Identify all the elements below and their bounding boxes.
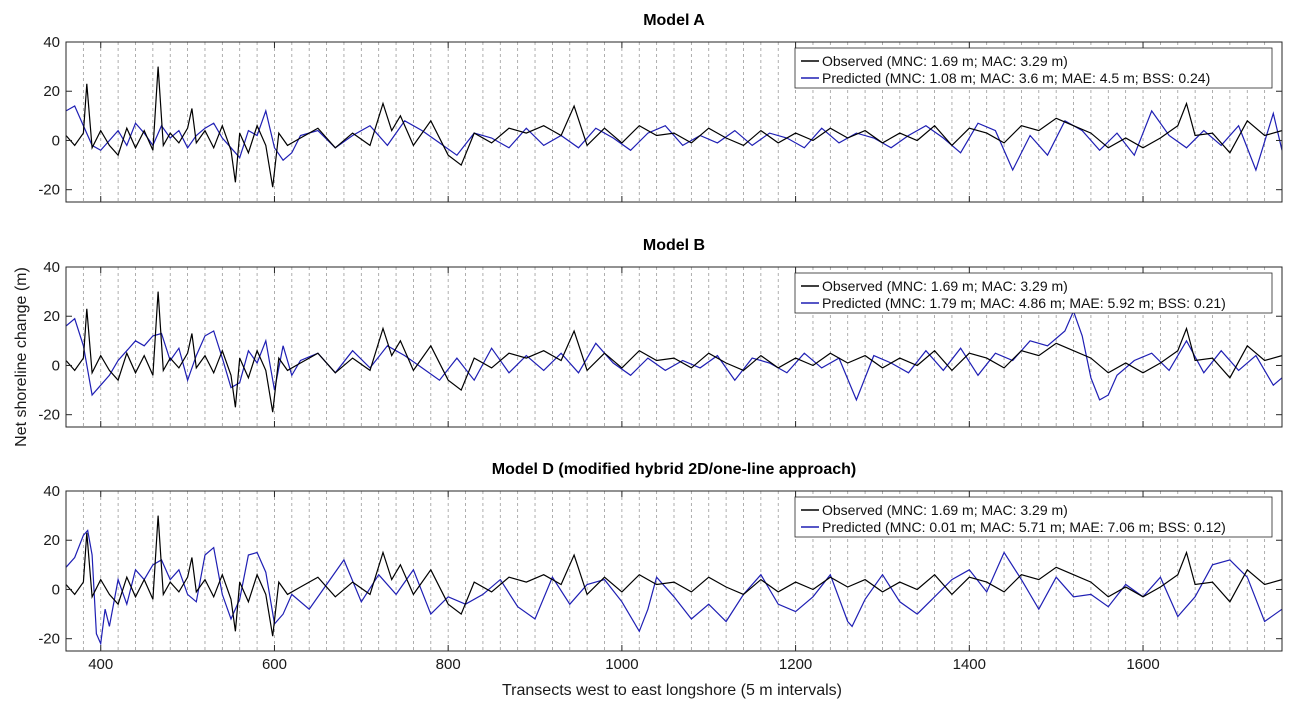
y-tick-label: -20 [38, 631, 60, 648]
x-axis-label: Transects west to east longshore (5 m in… [502, 682, 842, 699]
legend-box [794, 47, 1273, 89]
legend-label: Observed (MNC: 1.69 m; MAC: 3.29 m) [822, 278, 1068, 294]
legend: Observed (MNC: 1.69 m; MAC: 3.29 m)Predi… [794, 47, 1273, 89]
chart-panel-1: Model A -20 0 20 40 Observed (MNC: 1.69 m; MA… [38, 12, 1283, 203]
y-tick-label: 20 [43, 83, 60, 100]
series-line-observed [66, 515, 1282, 637]
legend-label: Observed (MNC: 1.69 m; MAC: 3.29 m) [822, 53, 1068, 69]
axes-frame [65, 490, 1283, 652]
series-line-predicted [66, 529, 1282, 646]
x-tick-label: 1000 [605, 656, 638, 673]
x-tick-label: 400 [88, 656, 113, 673]
x-tick-label: 1200 [779, 656, 812, 673]
chart-title: Model B [643, 237, 705, 254]
y-tick-label: -20 [38, 182, 60, 199]
y-tick-label: 20 [43, 532, 60, 549]
y-axis-label: Net shoreline change (m) [13, 267, 30, 447]
chart-title: Model D (modified hybrid 2D/one-line app… [492, 461, 856, 478]
y-tick-label: 40 [43, 483, 60, 500]
axes-frame [65, 266, 1283, 428]
legend-label: Predicted (MNC: 1.79 m; MAC: 4.86 m; MAE… [822, 295, 1226, 311]
series-line-observed [66, 66, 1282, 188]
legend: Observed (MNC: 1.69 m; MAC: 3.29 m)Predi… [794, 272, 1273, 314]
chart-panel-2: Model B -20 0 20 40 Observed (MNC: 1.69 m; MA… [38, 237, 1283, 428]
y-tick-label: 40 [43, 34, 60, 51]
y-tick-label: 0 [52, 581, 60, 598]
chart-panel-3: Model D (modified hybrid 2D/one-line app… [38, 461, 1283, 673]
legend-label: Predicted (MNC: 0.01 m; MAC: 5.71 m; MAE… [822, 519, 1226, 535]
legend-label: Predicted (MNC: 1.08 m; MAC: 3.6 m; MAE:… [822, 70, 1210, 86]
x-tick-label: 800 [436, 656, 461, 673]
series-line-observed [66, 291, 1282, 413]
x-tick-label: 1600 [1126, 656, 1159, 673]
series-line-predicted [66, 309, 1282, 402]
y-tick-label: -20 [38, 407, 60, 424]
x-tick-label: 1400 [953, 656, 986, 673]
y-tick-label: 40 [43, 259, 60, 276]
legend-box [794, 496, 1273, 538]
y-tick-label: 0 [52, 357, 60, 374]
panels-group: Model A -20 0 20 40 Observed (MNC: 1.69 m; MA… [38, 12, 1283, 673]
y-tick-label: 0 [52, 132, 60, 149]
legend: Observed (MNC: 1.69 m; MAC: 3.29 m)Predi… [794, 496, 1273, 538]
legend-box [794, 272, 1273, 314]
chart-title: Model A [643, 12, 705, 29]
axes-frame [65, 41, 1283, 203]
x-tick-label: 600 [262, 656, 287, 673]
legend-label: Observed (MNC: 1.69 m; MAC: 3.29 m) [822, 502, 1068, 518]
y-tick-label: 20 [43, 308, 60, 325]
